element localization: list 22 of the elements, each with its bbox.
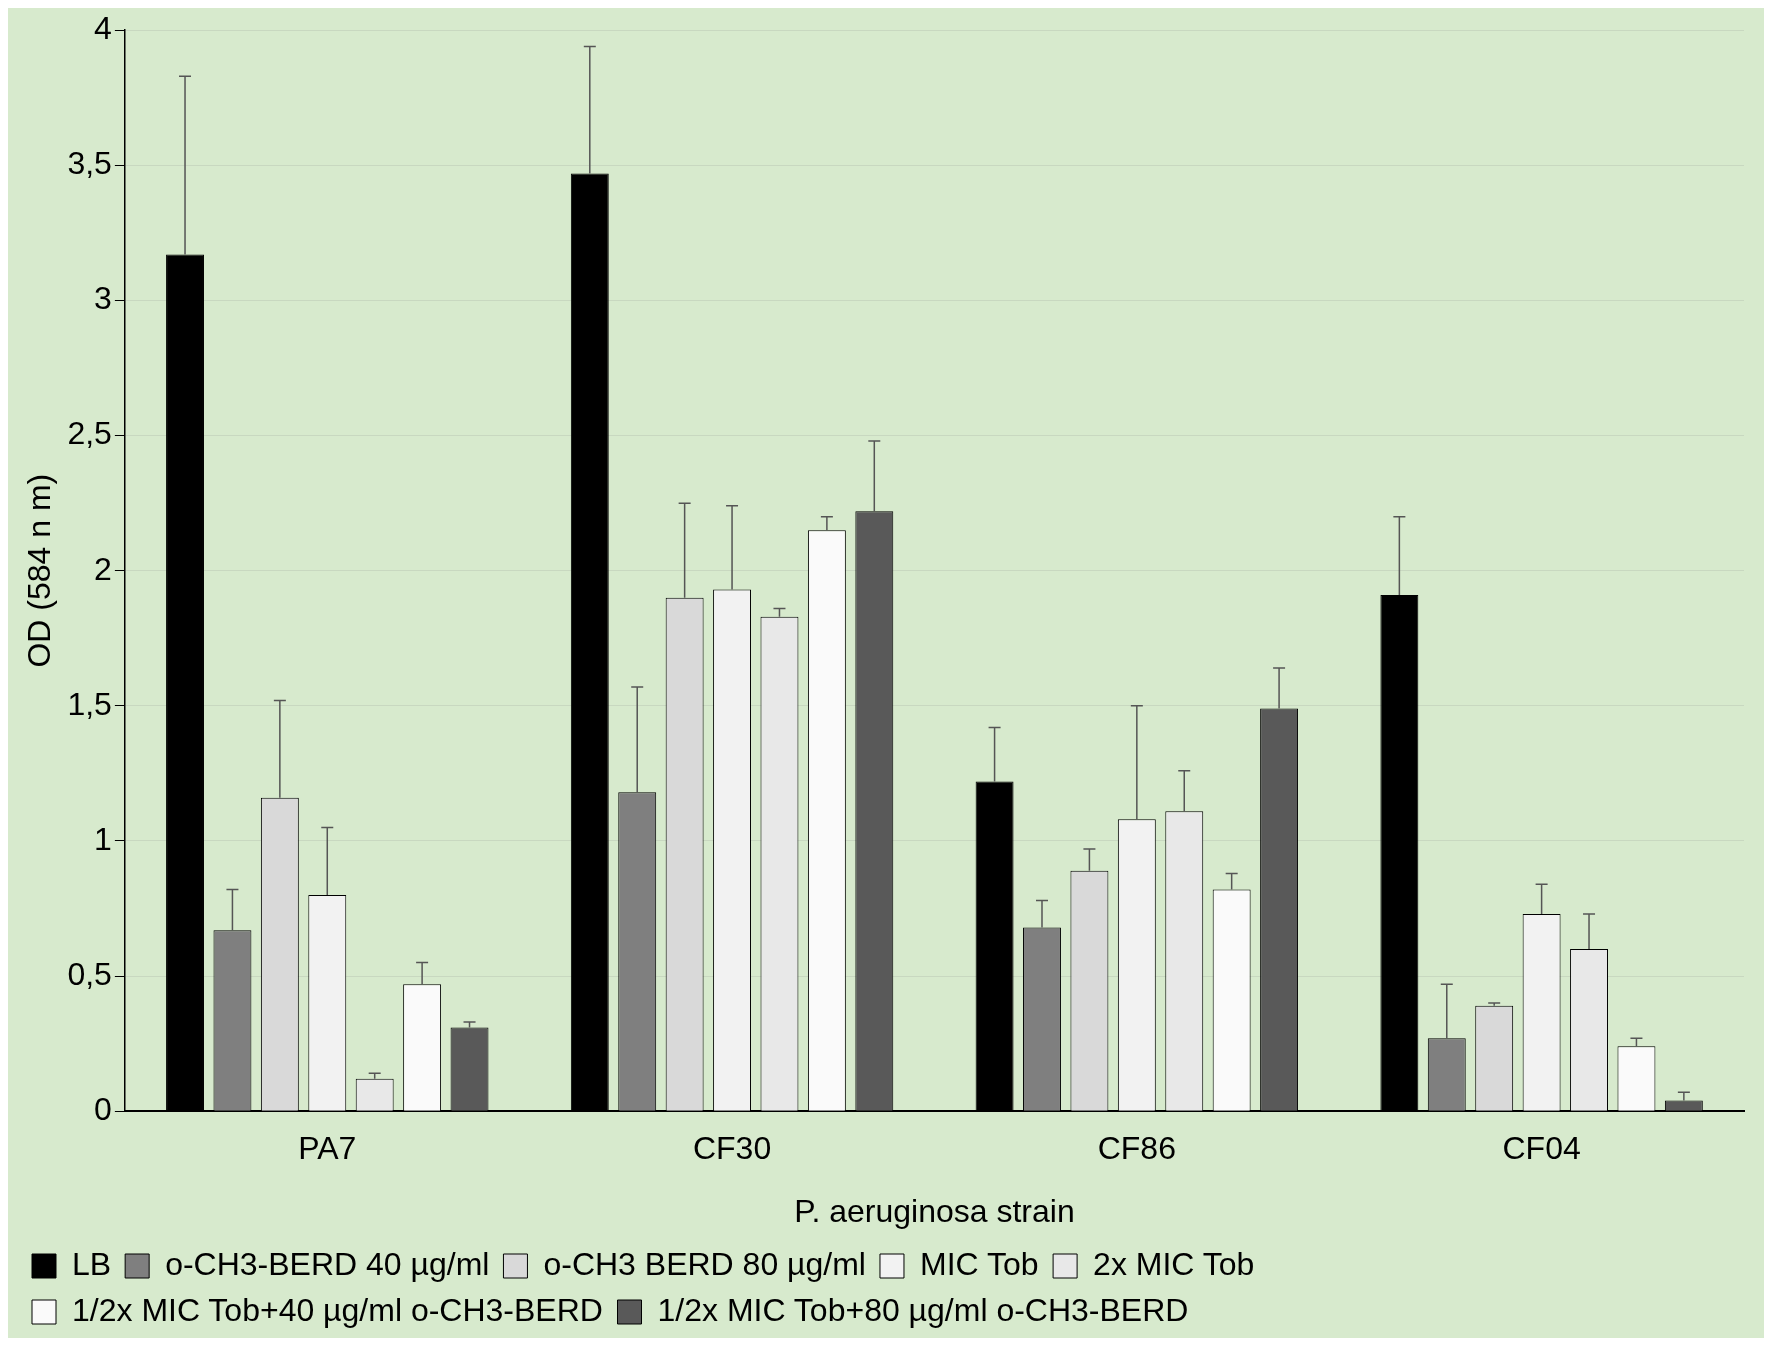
y-tick-label: 4 bbox=[94, 10, 112, 47]
y-tick-label: 2 bbox=[94, 550, 112, 587]
legend-label: LB bbox=[72, 1245, 112, 1282]
y-tick-label: 0,5 bbox=[67, 955, 112, 992]
y-axis-title: OD (584 n m) bbox=[21, 473, 58, 668]
y-tick-label: 1 bbox=[94, 820, 112, 857]
x-axis-title: P. aeruginosa strain bbox=[794, 1192, 1075, 1229]
x-tick-label: CF04 bbox=[1502, 1130, 1581, 1167]
legend-label: MIC Tob bbox=[919, 1245, 1039, 1282]
x-tick-label: CF86 bbox=[1097, 1130, 1176, 1167]
x-tick-label: CF30 bbox=[692, 1130, 772, 1167]
x-tick-label: PA7 bbox=[298, 1130, 357, 1167]
y-tick-label: 1,5 bbox=[67, 685, 112, 722]
y-tick-label: 2,5 bbox=[67, 415, 112, 452]
y-tick-label: 3 bbox=[94, 280, 112, 317]
legend-label: 1/2x MIC Tob+40 µg/ml o-CH3-BERD bbox=[72, 1291, 603, 1328]
legend-label: 1/2x MIC Tob+80 µg/ml o-CH3-BERD bbox=[657, 1291, 1189, 1328]
legend-label: 2x MIC Tob bbox=[1093, 1245, 1255, 1282]
legend-label: o-CH3-BERD 40 µg/ml bbox=[165, 1245, 490, 1282]
y-tick-label: 0 bbox=[94, 1091, 112, 1128]
y-tick-label: 3,5 bbox=[67, 145, 112, 182]
legend-label: o-CH3 BERD 80 µg/ml bbox=[543, 1245, 866, 1282]
